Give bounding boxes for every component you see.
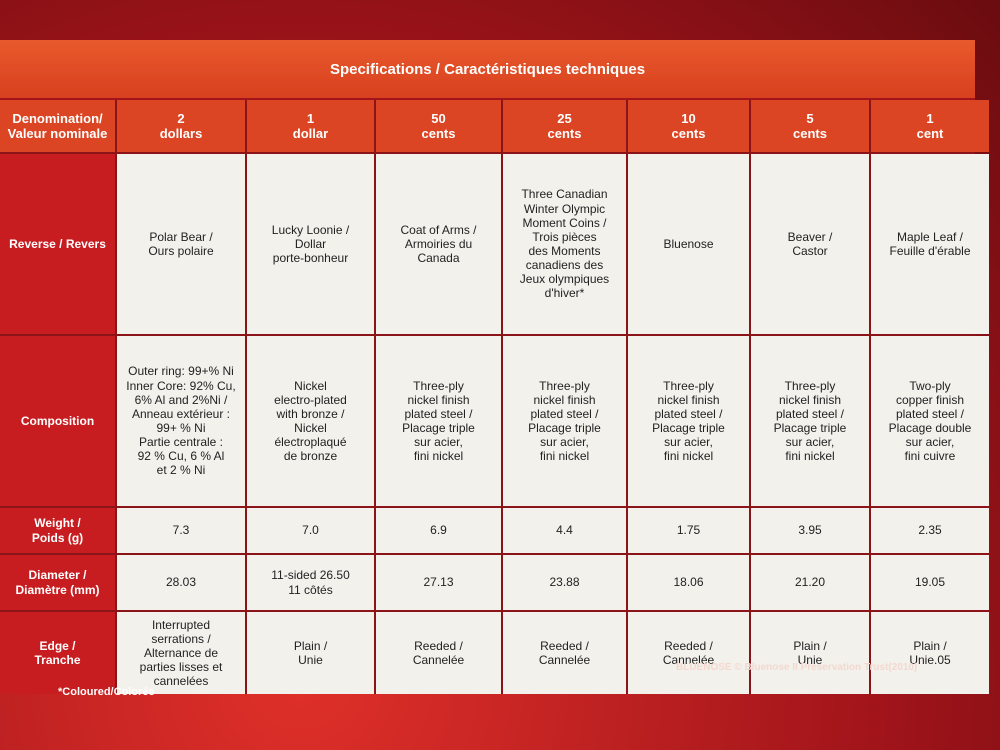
- column-header: 10 cents: [628, 100, 749, 152]
- table-cell: Nickel electro-plated with bronze / Nick…: [247, 336, 374, 506]
- footnote: *Coloured/Colorée: [58, 686, 155, 698]
- table-cell: 18.06: [628, 555, 749, 610]
- row-label: Weight / Poids (g): [0, 508, 115, 553]
- table-cell: 21.20: [751, 555, 869, 610]
- table-cell: Reeded / Cannelée: [503, 612, 626, 694]
- table-cell: 4.4: [503, 508, 626, 553]
- row-label: Edge / Tranche: [0, 612, 115, 694]
- table-cell: 11-sided 26.50 11 côtés: [247, 555, 374, 610]
- column-header: 2 dollars: [117, 100, 245, 152]
- table-cell: Coat of Arms / Armoiries du Canada: [376, 154, 501, 334]
- table-cell: 2.35: [871, 508, 989, 553]
- table-cell: Three-ply nickel finish plated steel / P…: [751, 336, 869, 506]
- column-header: 5 cents: [751, 100, 869, 152]
- table-cell: Three Canadian Winter Olympic Moment Coi…: [503, 154, 626, 334]
- table-cell: Plain / Unie: [247, 612, 374, 694]
- corner-header: Denomination/ Valeur nominale: [0, 100, 115, 152]
- table-cell: Plain / Unie: [751, 612, 869, 694]
- spec-table: Denomination/ Valeur nominale 2 dollars 1 …: [0, 100, 989, 694]
- table-cell: 7.3: [117, 508, 245, 553]
- table-cell: Reeded / Cannelée: [628, 612, 749, 694]
- table-cell: Lucky Loonie / Dollar porte-bonheur: [247, 154, 374, 334]
- table-cell: Interrupted serrations / Alternance de p…: [117, 612, 245, 694]
- table-cell: 28.03: [117, 555, 245, 610]
- credit: BLUENOSE © Bluenose II Preservation Trus…: [676, 662, 918, 673]
- table-cell: 23.88: [503, 555, 626, 610]
- table-cell: 6.9: [376, 508, 501, 553]
- row-label: Diameter / Diamètre (mm): [0, 555, 115, 610]
- column-header: 50 cents: [376, 100, 501, 152]
- column-header: 25 cents: [503, 100, 626, 152]
- table-cell: 3.95: [751, 508, 869, 553]
- table-cell: 1.75: [628, 508, 749, 553]
- table-cell: Beaver / Castor: [751, 154, 869, 334]
- table-cell: Outer ring: 99+% Ni Inner Core: 92% Cu, …: [117, 336, 245, 506]
- row-label: Composition: [0, 336, 115, 506]
- table-cell: Reeded / Cannelée: [376, 612, 501, 694]
- table-cell: Plain / Unie.05: [871, 612, 989, 694]
- column-header: 1 cent: [871, 100, 989, 152]
- table-cell: 19.05: [871, 555, 989, 610]
- column-header: 1 dollar: [247, 100, 374, 152]
- table-cell: Two-ply copper finish plated steel / Pla…: [871, 336, 989, 506]
- table-cell: Three-ply nickel finish plated steel / P…: [376, 336, 501, 506]
- spec-sheet: Specifications / Caractéristiques techni…: [0, 40, 989, 694]
- table-cell: Bluenose: [628, 154, 749, 334]
- table-cell: 27.13: [376, 555, 501, 610]
- table-cell: Maple Leaf / Feuille d'érable: [871, 154, 989, 334]
- table-cell: Three-ply nickel finish plated steel / P…: [628, 336, 749, 506]
- row-label: Reverse / Revers: [0, 154, 115, 334]
- title: Specifications / Caractéristiques techni…: [0, 40, 975, 100]
- table-cell: 7.0: [247, 508, 374, 553]
- table-cell: Polar Bear / Ours polaire: [117, 154, 245, 334]
- table-cell: Three-ply nickel finish plated steel / P…: [503, 336, 626, 506]
